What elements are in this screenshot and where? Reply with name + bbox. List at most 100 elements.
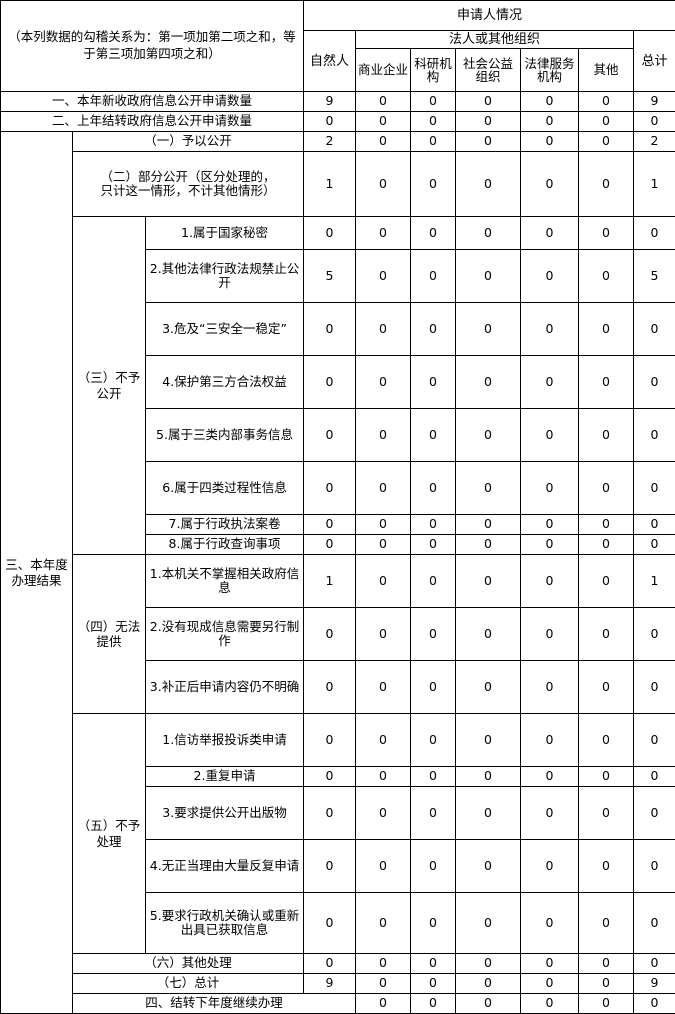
cell-value: 0	[411, 217, 456, 250]
cell-value: 0	[634, 661, 675, 714]
cell-value: 0	[356, 767, 411, 787]
cell-value: 1	[634, 152, 675, 217]
cell-value: 0	[579, 608, 634, 661]
cell-value: 0	[456, 974, 521, 994]
row-label-reconfirm-obtained-info: 5.要求行政机关确认或重新出具已获取信息	[146, 893, 304, 954]
cell-value: 0	[456, 152, 521, 217]
cell-value: 0	[456, 767, 521, 787]
cell-value: 0	[356, 974, 411, 994]
cell-value: 0	[304, 661, 356, 714]
cell-value: 0	[411, 250, 456, 303]
cell-value: 0	[579, 515, 634, 535]
header-applicant-situation: 申请人情况	[304, 1, 675, 31]
row-label-carry-to-next-year: 四、结转下年度继续办理	[73, 994, 356, 1014]
row-label-duplicate-application: 2.重复申请	[146, 767, 304, 787]
cell-value: 5	[304, 250, 356, 303]
cell-value: 0	[521, 356, 579, 409]
cell-value: 0	[356, 303, 411, 356]
cell-value: 0	[356, 132, 411, 152]
cell-value: 0	[304, 767, 356, 787]
cell-value: 0	[521, 112, 579, 132]
cell-value: 0	[304, 112, 356, 132]
cell-value: 0	[356, 112, 411, 132]
cell-value: 0	[411, 767, 456, 787]
cell-value: 0	[356, 92, 411, 112]
cell-value: 0	[579, 92, 634, 112]
cell-value: 0	[579, 250, 634, 303]
table-row: （三）不予公开 1.属于国家秘密 0 0 0 0 0 0 0	[1, 217, 675, 250]
cell-value: 0	[456, 787, 521, 840]
row-label-enforcement-file: 7.属于行政执法案卷	[146, 515, 304, 535]
cell-value: 0	[456, 250, 521, 303]
cell-value: 0	[356, 608, 411, 661]
cell-value: 0	[456, 608, 521, 661]
cell-value: 0	[521, 608, 579, 661]
table-row: （四）无法提供 1.本机关不掌握相关政府信息 1 0 0 0 0 0 1	[1, 555, 675, 608]
cell-value: 0	[634, 462, 675, 515]
cell-value: 0	[634, 356, 675, 409]
cell-value: 0	[304, 356, 356, 409]
cell-value: 0	[456, 515, 521, 535]
cell-value: 0	[356, 714, 411, 767]
cell-value: 1	[634, 555, 675, 608]
cell-value: 0	[356, 994, 411, 1014]
cell-value: 0	[456, 555, 521, 608]
cell-value: 0	[521, 217, 579, 250]
cell-value: 0	[356, 535, 411, 555]
cell-value: 0	[411, 714, 456, 767]
group-label-year-result: 三、本年度办理结果	[1, 132, 73, 1014]
cell-value: 0	[521, 462, 579, 515]
cell-value: 0	[634, 409, 675, 462]
cell-value: 0	[411, 555, 456, 608]
table-row: 二、上年结转政府信息公开申请数量 0 0 0 0 0 0 0	[1, 112, 675, 132]
cell-value: 0	[579, 954, 634, 974]
cell-value: 0	[456, 954, 521, 974]
cell-value: 0	[304, 840, 356, 893]
disclosure-statistics-sheet: （本列数据的勾稽关系为：第一项加第二项之和，等于第三项加第四项之和） 申请人情况…	[0, 0, 675, 841]
cell-value: 0	[304, 303, 356, 356]
row-label-prohibited-by-law: 2.其他法律行政法规禁止公开	[146, 250, 304, 303]
row-label-still-unclear-after-correction: 3.补正后申请内容仍不明确	[146, 661, 304, 714]
row-label-repeated-without-reason: 4.无正当理由大量反复申请	[146, 840, 304, 893]
cell-value: 0	[456, 112, 521, 132]
cell-value: 0	[411, 840, 456, 893]
cell-value: 0	[521, 714, 579, 767]
cell-value: 0	[356, 840, 411, 893]
cell-value: 0	[456, 893, 521, 954]
cell-value: 0	[579, 555, 634, 608]
row-label-process-information: 6.属于四类过程性信息	[146, 462, 304, 515]
header-legal-service-agency: 法律服务机构	[521, 49, 579, 92]
cell-value: 0	[456, 409, 521, 462]
cell-value: 0	[304, 714, 356, 767]
cell-value: 0	[356, 409, 411, 462]
cell-value: 0	[456, 356, 521, 409]
cell-value: 0	[456, 132, 521, 152]
cell-value: 0	[521, 974, 579, 994]
cell-value: 0	[411, 515, 456, 535]
cell-value: 0	[521, 515, 579, 535]
cell-value: 0	[456, 994, 521, 1014]
cell-value: 0	[579, 714, 634, 767]
header-commercial-enterprise: 商业企业	[356, 49, 411, 92]
cell-value: 0	[456, 661, 521, 714]
header-public-welfare-org: 社会公益组织	[456, 49, 521, 92]
cell-value: 0	[356, 555, 411, 608]
cell-value: 0	[579, 356, 634, 409]
row-label-needs-creation: 2.没有现成信息需要另行制作	[146, 608, 304, 661]
cell-value: 0	[634, 893, 675, 954]
row-label-published-materials: 3.要求提供公开出版物	[146, 787, 304, 840]
cell-value: 0	[456, 462, 521, 515]
cell-value: 0	[579, 535, 634, 555]
cell-value: 0	[456, 714, 521, 767]
cell-value: 0	[411, 954, 456, 974]
cell-value: 0	[521, 840, 579, 893]
cell-value: 0	[411, 112, 456, 132]
cell-value: 0	[356, 462, 411, 515]
cell-value: 0	[356, 515, 411, 535]
row-label-endangers-safety-stability: 3.危及“三安全一稳定”	[146, 303, 304, 356]
cell-value: 0	[521, 152, 579, 217]
note-cell: （本列数据的勾稽关系为：第一项加第二项之和，等于第三项加第四项之和）	[1, 1, 304, 92]
cell-value: 0	[634, 954, 675, 974]
cell-value: 0	[304, 217, 356, 250]
cell-value: 0	[579, 994, 634, 1014]
